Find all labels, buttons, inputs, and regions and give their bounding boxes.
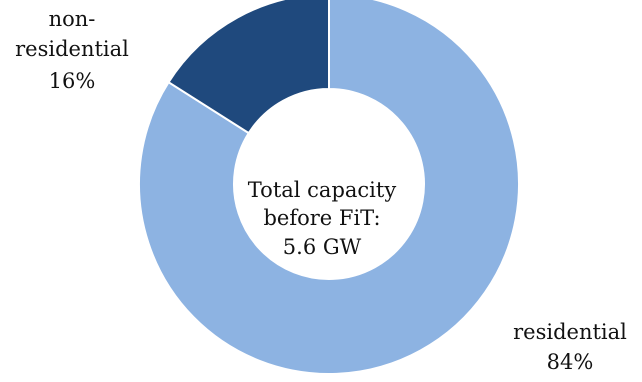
slice-label-non-residential-line-1: non- (49, 7, 96, 31)
slice-label-residential-percent: 84% (547, 350, 594, 374)
center-label: Total capacity before FiT: 5.6 GW (248, 178, 397, 259)
slice-label-residential-line-1: residential (513, 320, 627, 344)
donut-slice-non-residential (167, 0, 330, 135)
donut-slices (138, 0, 520, 375)
center-label-line-2: before FiT: (263, 206, 380, 230)
slice-label-non-residential-line-2: residential (15, 37, 129, 61)
slice-label-non-residential-percent: 16% (49, 69, 96, 93)
slice-label-residential: residential 84% (513, 320, 627, 374)
donut-slice-residential (138, 0, 520, 375)
center-label-line-1: Total capacity (248, 178, 397, 202)
slice-label-non-residential: non- residential 16% (15, 7, 129, 93)
center-label-line-3: 5.6 GW (283, 235, 362, 259)
